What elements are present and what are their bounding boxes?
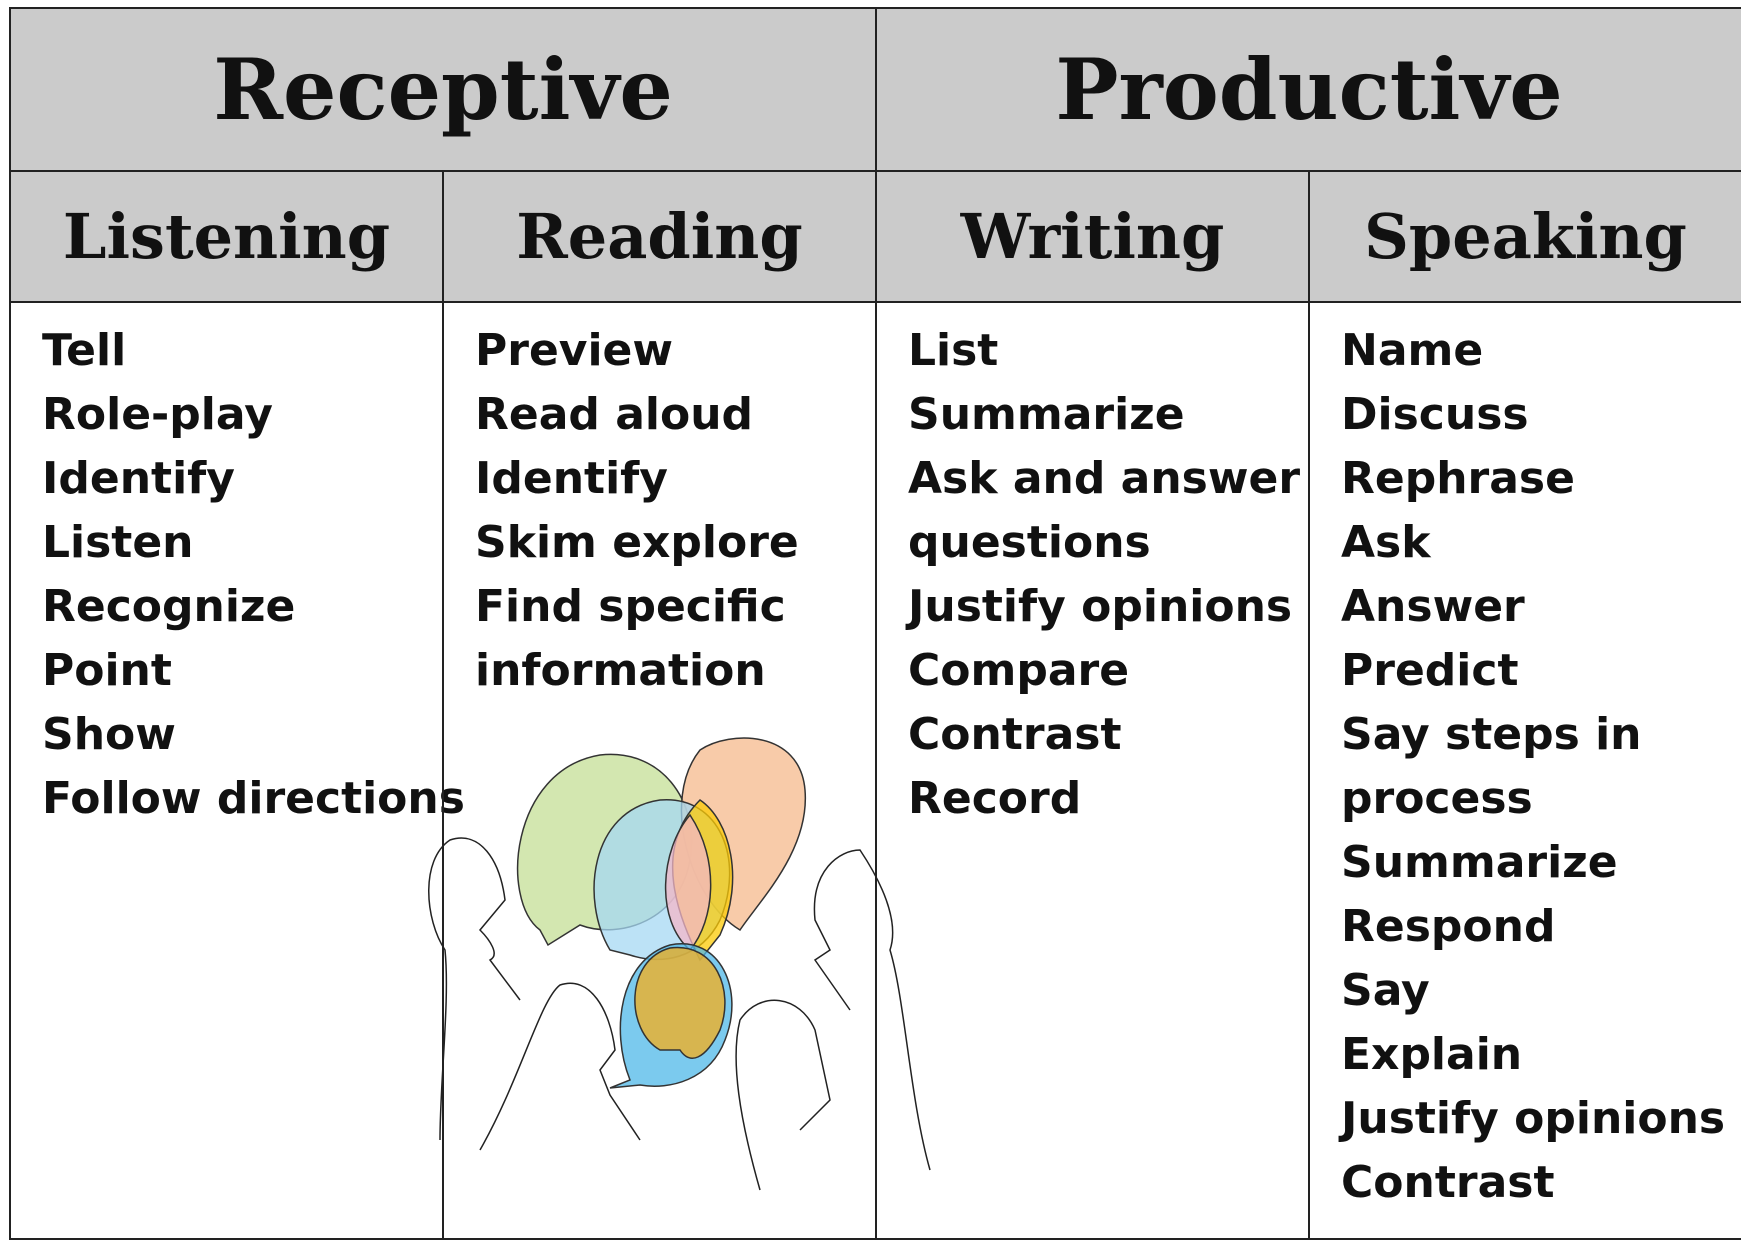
list-item: Respond bbox=[1341, 901, 1556, 952]
column-header: Reading bbox=[442, 170, 877, 303]
list-item: Discuss bbox=[1341, 389, 1529, 440]
column-body: Tell Role-play Identify Listen Recognize Poin… bbox=[9, 301, 465, 1240]
list-item: Predict bbox=[1341, 645, 1519, 696]
column-body: List Summarize Ask and answer questions Just… bbox=[875, 301, 1310, 1240]
list-item: process bbox=[1341, 773, 1533, 824]
list-item: Point bbox=[42, 645, 172, 696]
page: Receptive Productive Listening Tell Role-pla… bbox=[9, 7, 1741, 1240]
list-item: Role-play bbox=[42, 389, 273, 440]
list-item: Record bbox=[908, 773, 1082, 824]
list-item: Recognize bbox=[42, 581, 296, 632]
list-item: Read aloud bbox=[475, 389, 754, 440]
list-item: Answer bbox=[1341, 581, 1525, 632]
list-item: Follow directions bbox=[42, 773, 465, 824]
list-item: Listen bbox=[42, 517, 194, 568]
list-item: Tell bbox=[42, 325, 127, 376]
list-item: Preview bbox=[475, 325, 674, 376]
list-item: Summarize bbox=[1341, 837, 1618, 888]
column-header: Listening bbox=[9, 170, 444, 303]
list-item: information bbox=[475, 645, 766, 696]
list-item: List bbox=[908, 325, 999, 376]
list-item: Justify opinions bbox=[1341, 1093, 1726, 1144]
list-item: Contrast bbox=[1341, 1157, 1555, 1208]
list-item: Say bbox=[1341, 965, 1430, 1016]
column-body: Preview Read aloud Identify Skim explore Fin… bbox=[442, 301, 877, 1240]
list-item: Rephrase bbox=[1341, 453, 1575, 504]
list-item: Compare bbox=[908, 645, 1130, 696]
column-body: Name Discuss Rephrase Ask Answer Predict Say s… bbox=[1308, 301, 1741, 1240]
list-item: Show bbox=[42, 709, 176, 760]
group-header: Productive bbox=[875, 7, 1741, 172]
list-item: Justify opinions bbox=[908, 581, 1293, 632]
list-item: Ask bbox=[1341, 517, 1431, 568]
list-item: Say steps in bbox=[1341, 709, 1642, 760]
list-item: Contrast bbox=[908, 709, 1122, 760]
list-item: Identify bbox=[42, 453, 235, 504]
list-item: Name bbox=[1341, 325, 1484, 376]
group-header: Receptive bbox=[9, 7, 877, 172]
column-header: Writing bbox=[875, 170, 1310, 303]
list-item: Identify bbox=[475, 453, 668, 504]
list-item: Explain bbox=[1341, 1029, 1523, 1080]
list-item: Ask and answer bbox=[908, 453, 1301, 504]
list-item: Summarize bbox=[908, 389, 1185, 440]
list-item: questions bbox=[908, 517, 1151, 568]
column-header: Speaking bbox=[1308, 170, 1741, 303]
list-item: Skim explore bbox=[475, 517, 799, 568]
list-item: Find specific bbox=[475, 581, 786, 632]
